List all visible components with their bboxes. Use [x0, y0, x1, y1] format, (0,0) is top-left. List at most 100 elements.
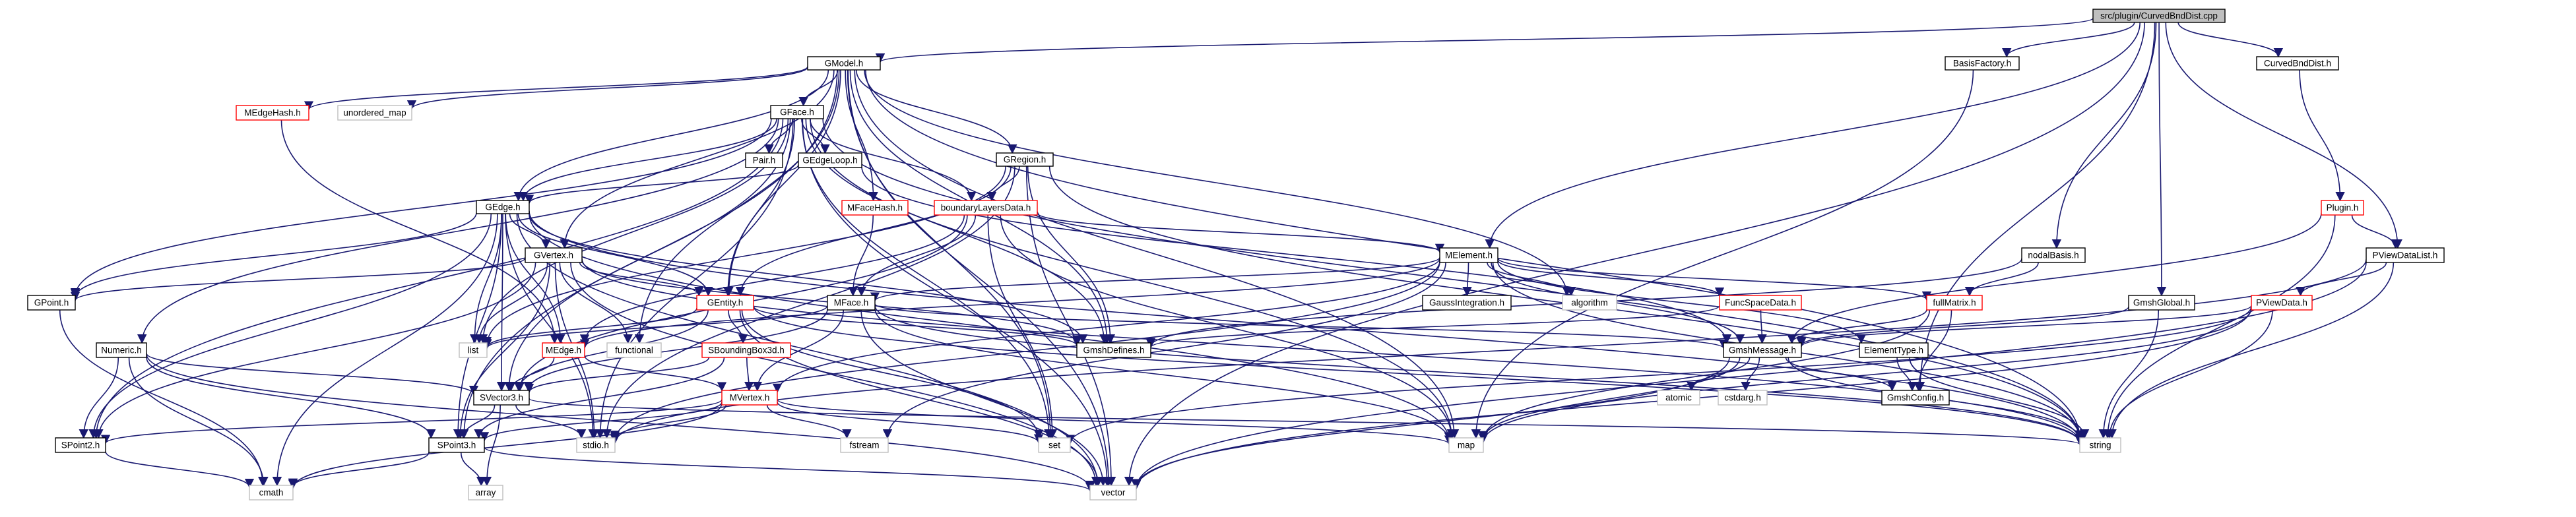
edge-Plugin-to-string — [2103, 214, 2336, 439]
node-fullMatrix[interactable]: fullMatrix.h — [1926, 295, 1983, 311]
edge-MVertex-to-fstream — [766, 404, 852, 439]
node-label-vector: vector — [1101, 488, 1126, 498]
edge-root-to-GmshGlobal — [2156, 22, 2167, 297]
node-label-unordered_map: unordered_map — [343, 108, 406, 118]
node-BasisFactory[interactable]: BasisFactory.h — [1945, 56, 2020, 71]
node-label-string: string — [2089, 441, 2111, 450]
node-nodalBasis[interactable]: nodalBasis.h — [2021, 247, 2086, 263]
node-box-Numeric — [96, 342, 147, 358]
node-label-GRegion: GRegion.h — [1004, 155, 1046, 165]
node-GEdge[interactable]: GEdge.h — [476, 200, 530, 214]
node-box-MElement — [1439, 247, 1498, 263]
node-label-PViewData: PViewData.h — [2256, 298, 2307, 308]
node-box-GEdge — [476, 200, 530, 214]
node-label-GmshMessage: GmshMessage.h — [1729, 346, 1796, 355]
edge-GEdge-to-stdio — [505, 213, 598, 439]
node-MElement[interactable]: MElement.h — [1439, 247, 1498, 263]
node-FuncSpaceData[interactable]: FuncSpaceData.h — [1719, 295, 1802, 311]
node-label-GaussIntegration: GaussIntegration.h — [1429, 298, 1504, 308]
node-GVertex[interactable]: GVertex.h — [525, 247, 583, 263]
node-array: array — [468, 485, 503, 501]
node-MFace[interactable]: MFace.h — [827, 295, 876, 311]
node-box-GRegion — [996, 152, 1054, 167]
node-label-CurvedBndDist: CurvedBndDist.h — [2264, 59, 2331, 69]
edge-MFace-to-vector — [860, 309, 1109, 487]
node-cmath: cmath — [249, 485, 294, 501]
edge-GPoint-to-cmath — [59, 309, 268, 487]
edge-fullMatrix-to-map — [1478, 309, 1931, 441]
node-PViewData[interactable]: PViewData.h — [2251, 295, 2313, 311]
node-SPoint2[interactable]: SPoint2.h — [55, 437, 106, 453]
node-GmshConfig[interactable]: GmshConfig.h — [1881, 390, 1950, 406]
edge-GmshMessage-to-vector — [1131, 357, 1730, 489]
node-SVector3[interactable]: SVector3.h — [473, 390, 530, 406]
edge-GFace-to-GPoint — [70, 118, 772, 298]
node-set: set — [1038, 437, 1071, 453]
node-GmshGlobal[interactable]: GmshGlobal.h — [2128, 295, 2195, 311]
node-SBoundingBox3d[interactable]: SBoundingBox3d.h — [701, 342, 791, 358]
node-GPoint[interactable]: GPoint.h — [27, 295, 76, 311]
edge-boundaryLayersData-to-MFace — [856, 214, 977, 297]
node-root[interactable]: src/plugin/CurvedBndDist.cpp — [2092, 9, 2226, 23]
node-box-PViewDataList — [2366, 247, 2445, 263]
edge-MElement-to-ElementType — [1497, 261, 1866, 344]
edge-GRegion-to-boundaryLayersData — [986, 166, 1020, 202]
node-GEntity[interactable]: GEntity.h — [696, 295, 754, 311]
node-MEdge[interactable]: MEdge.h — [542, 342, 585, 358]
node-GFace[interactable]: GFace.h — [770, 105, 824, 119]
edge-GEdge-to-SPoint2 — [88, 213, 492, 439]
node-MFaceHash[interactable]: MFaceHash.h — [841, 200, 909, 216]
node-label-SPoint2: SPoint2.h — [61, 441, 100, 450]
node-box-PViewData — [2251, 295, 2313, 311]
node-boundaryLayersData[interactable]: boundaryLayersData.h — [934, 200, 1038, 216]
node-box-GEntity — [696, 295, 754, 311]
edge-GEdge-to-GEntity — [517, 213, 713, 297]
edge-PViewData-to-string — [2104, 309, 2273, 439]
node-ElementType[interactable]: ElementType.h — [1859, 342, 1929, 358]
edge-GModel-to-algorithm — [864, 69, 1572, 297]
edge-GEdge-to-GPoint — [70, 212, 477, 299]
node-box-fullMatrix — [1926, 295, 1983, 311]
node-label-GmshDefines: GmshDefines.h — [1083, 346, 1144, 355]
node-box-map — [1448, 437, 1484, 453]
edge-GmshMessage-to-atomic — [1687, 357, 1751, 392]
edge-MFace-to-SVector3 — [523, 309, 828, 392]
edge-GVertex-to-GEntity — [579, 262, 704, 297]
node-GmshDefines[interactable]: GmshDefines.h — [1076, 342, 1151, 358]
node-Numeric[interactable]: Numeric.h — [96, 342, 147, 358]
node-label-cstdarg: cstdarg.h — [1724, 393, 1761, 403]
edge-PViewData-to-map — [1478, 308, 2252, 443]
edge-GVertex-to-SPoint2 — [94, 262, 536, 439]
node-box-algorithm — [1562, 295, 1617, 311]
node-GEdgeLoop[interactable]: GEdgeLoop.h — [798, 152, 862, 168]
node-PViewDataList[interactable]: PViewDataList.h — [2366, 247, 2445, 263]
node-label-MElement: MElement.h — [1445, 251, 1493, 260]
node-Pair[interactable]: Pair.h — [745, 152, 783, 168]
edge-SVector3-to-string — [529, 398, 2084, 446]
node-GaussIntegration[interactable]: GaussIntegration.h — [1422, 295, 1512, 311]
edge-MFace-to-string — [874, 305, 2084, 444]
node-CurvedBndDist[interactable]: CurvedBndDist.h — [2256, 56, 2339, 71]
edge-GFace-to-GEdge — [518, 118, 777, 202]
node-GModel[interactable]: GModel.h — [807, 56, 881, 71]
node-box-MFace — [827, 295, 876, 311]
edge-GVertex-to-GPoint — [71, 257, 526, 302]
node-GmshMessage[interactable]: GmshMessage.h — [1723, 342, 1802, 358]
node-MEdgeHash[interactable]: MEdgeHash.h — [236, 105, 309, 121]
node-box-MFaceHash — [841, 200, 909, 216]
node-box-GaussIntegration — [1422, 295, 1512, 311]
node-box-GmshDefines — [1076, 342, 1151, 358]
edge-GEdge-to-cmath — [272, 213, 498, 487]
edge-root-to-BasisFactory — [2002, 22, 2135, 58]
node-Plugin[interactable]: Plugin.h — [2321, 200, 2364, 216]
node-MVertex[interactable]: MVertex.h — [721, 390, 778, 406]
edge-GEdge-to-vector — [516, 213, 1103, 487]
edge-MVertex-to-SPoint2 — [101, 399, 723, 444]
node-label-Pair: Pair.h — [753, 156, 776, 166]
node-label-GFace: GFace.h — [780, 107, 814, 117]
node-box-GmshConfig — [1881, 390, 1950, 406]
node-SPoint3[interactable]: SPoint3.h — [428, 437, 485, 453]
node-GRegion[interactable]: GRegion.h — [996, 152, 1054, 167]
edge-MFace-to-map — [874, 308, 1454, 442]
